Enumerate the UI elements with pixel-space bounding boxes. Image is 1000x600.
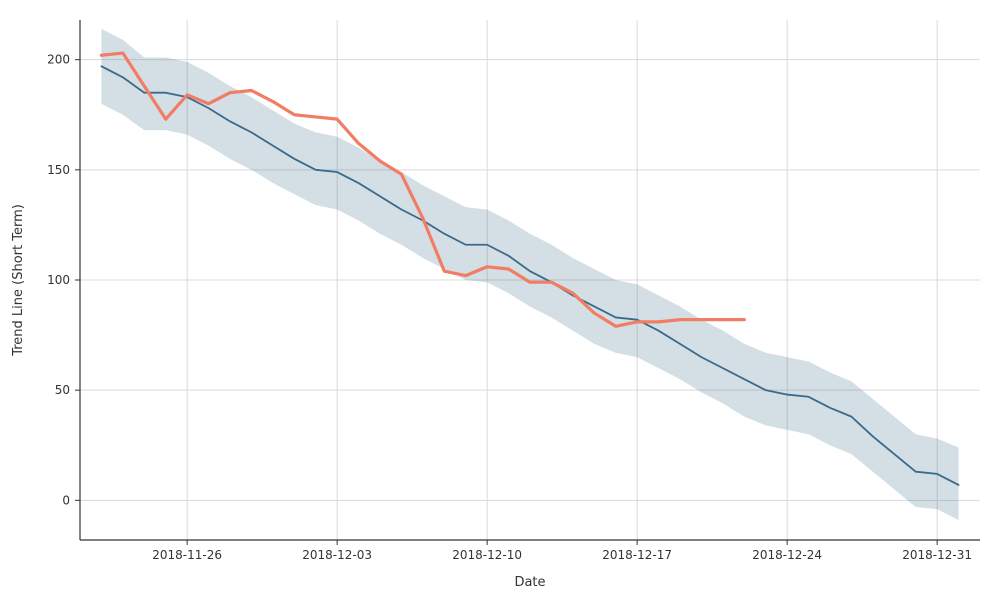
y-tick-label: 0 — [62, 493, 70, 507]
x-tick-label: 2018-12-31 — [902, 548, 972, 562]
x-tick-label: 2018-12-10 — [452, 548, 522, 562]
chart-container: 2018-11-26 2018-12-03 2018-12-10 2018-12-17… — [0, 0, 1000, 600]
y-axis-label: Trend Line (Short Term) — [11, 204, 26, 357]
trend-chart: 2018-11-26 2018-12-03 2018-12-10 2018-12-17… — [0, 0, 1000, 600]
x-tick-label: 2018-11-26 — [152, 548, 222, 562]
y-tick-label: 100 — [47, 273, 70, 287]
x-tick-label: 2018-12-03 — [302, 548, 372, 562]
y-tick-label: 200 — [47, 53, 70, 67]
x-tick-label: 2018-12-17 — [602, 548, 672, 562]
x-axis-label: Date — [514, 575, 545, 590]
trend-confidence-band — [101, 29, 958, 520]
y-tick-label: 150 — [47, 163, 70, 177]
x-tick-label: 2018-12-24 — [752, 548, 822, 562]
y-tick-label: 50 — [55, 383, 70, 397]
